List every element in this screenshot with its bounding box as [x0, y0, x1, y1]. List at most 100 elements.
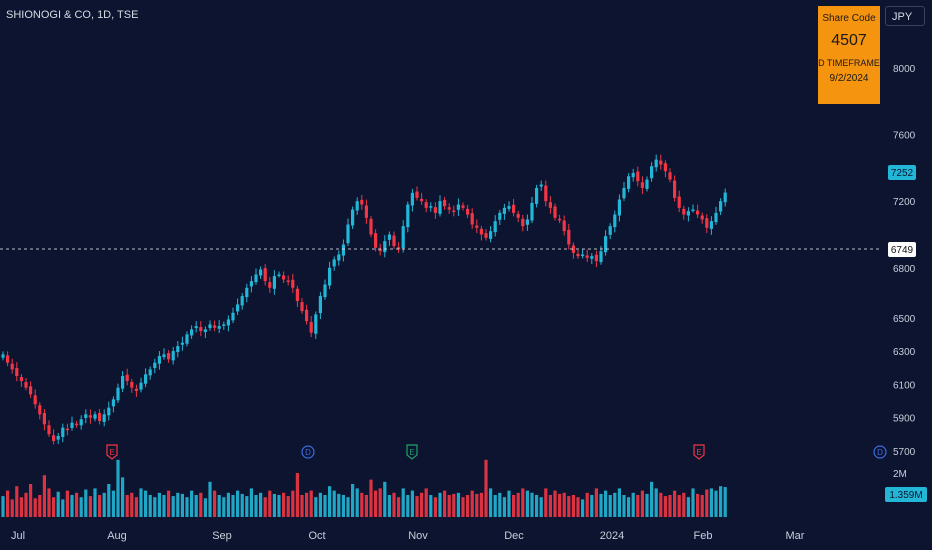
candle-body	[461, 205, 465, 208]
volume-tick-label: 2M	[893, 469, 907, 480]
candle-body	[571, 245, 575, 253]
volume-bar	[475, 493, 479, 517]
candle-body	[521, 218, 525, 227]
volume-bar	[558, 493, 562, 517]
candle-body	[387, 234, 391, 240]
candle-body	[236, 304, 240, 312]
volume-bar	[530, 492, 534, 517]
volume-bar	[355, 488, 359, 517]
volume-bar	[107, 484, 111, 517]
volume-bar	[38, 495, 42, 517]
candle-body	[222, 324, 226, 326]
volume-bar	[341, 495, 345, 517]
volume-bar	[139, 488, 143, 517]
volume-bar	[493, 495, 497, 517]
candle-body	[548, 202, 552, 208]
volume-bar	[236, 490, 240, 517]
candle-body	[263, 268, 267, 282]
candle-body	[328, 267, 332, 286]
x-tick-label: Nov	[408, 530, 428, 542]
volume-bar	[144, 490, 148, 517]
candle-body	[502, 207, 506, 214]
candle-body	[631, 172, 635, 178]
volume-bar	[410, 490, 414, 517]
dividend-icon[interactable]	[873, 445, 887, 459]
volume-bar	[328, 486, 332, 517]
volume-bar	[300, 495, 304, 517]
candle-body	[663, 163, 667, 172]
volume-bar	[553, 490, 557, 517]
volume-bar	[134, 497, 138, 517]
volume-bar	[222, 497, 226, 517]
currency-button[interactable]: JPY	[885, 6, 925, 26]
candle-body	[479, 228, 483, 235]
candle-body	[475, 225, 479, 228]
candle-body	[121, 376, 125, 389]
volume-bar	[19, 497, 23, 517]
volume-bar	[93, 488, 97, 517]
dividend-icon[interactable]	[301, 445, 315, 459]
candle-body	[249, 281, 253, 287]
volume-bar	[102, 492, 106, 517]
volume-bar	[185, 497, 189, 517]
volume-bar	[75, 492, 79, 517]
candle-body	[272, 276, 276, 289]
candle-body	[410, 192, 414, 206]
candle-body	[433, 207, 437, 213]
volume-bar	[176, 492, 180, 517]
candle-body	[10, 363, 14, 370]
volume-bar	[291, 490, 295, 517]
volume-bar	[479, 492, 483, 517]
volume-bar	[415, 496, 419, 517]
price-tick-label: 7200	[893, 197, 916, 208]
earnings-icon[interactable]	[693, 444, 705, 460]
volume-bar	[470, 490, 474, 517]
volume-bar	[608, 495, 612, 517]
candle-body	[245, 287, 249, 298]
candle-body	[144, 374, 148, 384]
volume-bar	[438, 492, 442, 517]
candle-body	[213, 325, 217, 328]
x-tick-label: Feb	[694, 530, 713, 542]
candle-body	[47, 425, 51, 435]
reference-price-badge	[888, 242, 916, 257]
volume-bar	[47, 488, 51, 517]
candle-body	[226, 319, 230, 326]
volume-bar	[84, 489, 88, 517]
candle-body	[608, 226, 612, 235]
volume-bar	[535, 495, 539, 517]
candle-body	[594, 254, 598, 262]
candle-body	[705, 218, 709, 228]
candle-body	[318, 296, 322, 314]
x-tick-label: Dec	[504, 530, 524, 542]
price-tick-label: 6500	[893, 314, 916, 325]
candle-body	[217, 326, 221, 329]
x-tick-label: Oct	[308, 530, 325, 542]
volume-bar	[613, 492, 617, 517]
earnings-icon[interactable]	[406, 444, 418, 460]
volume-bar	[714, 490, 718, 517]
volume-bar	[351, 484, 355, 517]
volume-bar	[617, 488, 621, 517]
candle-body	[38, 405, 42, 415]
candle-body	[590, 256, 594, 259]
volume-bar	[654, 488, 658, 517]
volume-label: 1.359M	[889, 490, 922, 501]
candle-body	[346, 224, 350, 244]
earnings-icon[interactable]	[106, 444, 118, 460]
price-tick-label: 6300	[893, 347, 916, 358]
volume-bar	[640, 490, 644, 517]
volume-bar	[346, 497, 350, 517]
candle-body	[19, 377, 23, 382]
candle-body	[622, 187, 626, 199]
volume-bar	[194, 495, 198, 517]
x-tick-label: Aug	[107, 530, 127, 542]
volume-bar	[263, 497, 267, 517]
volume-bar	[65, 490, 69, 517]
volume-bar	[424, 488, 428, 517]
candle-body	[208, 324, 212, 329]
candle-body	[268, 282, 272, 288]
candle-body	[300, 302, 304, 312]
candle-body	[65, 428, 69, 431]
